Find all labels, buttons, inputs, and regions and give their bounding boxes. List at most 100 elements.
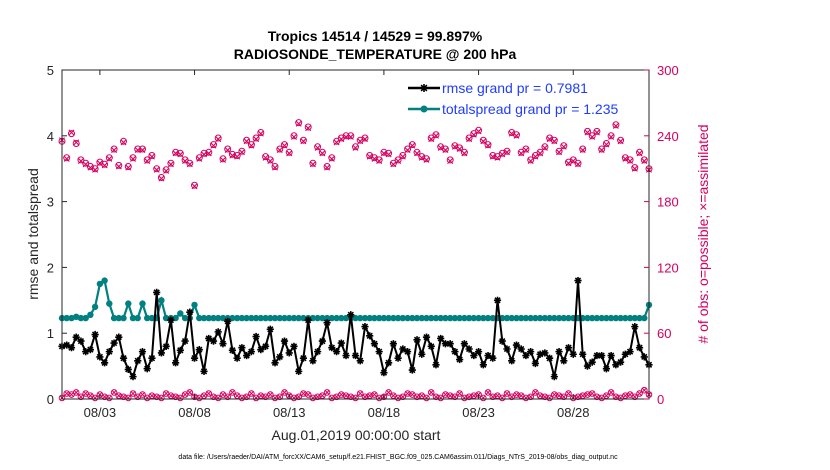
obs-low-point: [465, 393, 473, 401]
obs-low-point: [153, 393, 160, 401]
rmse-point: [385, 359, 393, 367]
obs-low-point: [423, 394, 430, 402]
obs-low-assimilated-point: [225, 394, 231, 400]
obs-low-assimilated-point: [319, 393, 325, 399]
rmse-point: [86, 346, 95, 354]
obs-possible-point: [584, 127, 591, 135]
y-left-tick-label: 4: [47, 129, 54, 144]
obs-low-assimilated-point: [248, 390, 254, 397]
y-left-tick-label: 1: [47, 326, 54, 341]
rmse-point: [631, 323, 639, 331]
totalspread-point: [451, 314, 459, 322]
x-tick-label: 08/03: [84, 405, 117, 420]
obs-low-assimilated-point: [409, 392, 415, 398]
y-left-tick-label: 2: [47, 260, 54, 275]
obs-low-assimilated-point: [641, 387, 647, 393]
obs-low-point: [276, 393, 284, 401]
obs-low-assimilated-point: [400, 394, 406, 400]
obs-assimilated-point: [130, 155, 136, 162]
obs-low-point: [243, 393, 250, 401]
obs-assimilated-point: [153, 166, 160, 173]
rmse-point: [583, 362, 592, 370]
obs-low-point: [551, 391, 558, 398]
legend-rmse-asterisk: [420, 84, 428, 92]
obs-assimilated-point: [196, 155, 203, 162]
obs-possible-point: [276, 145, 284, 153]
obs-assimilated-point: [603, 141, 610, 148]
obs-assimilated-point: [73, 139, 80, 146]
obs-possible-point: [124, 163, 132, 170]
rmse-point: [67, 344, 76, 352]
obs-low-point: [484, 389, 492, 396]
rmse-point: [446, 340, 454, 348]
obs-possible-point: [593, 127, 601, 135]
obs-low-point: [101, 393, 108, 401]
rmse-point: [186, 308, 194, 316]
rmse-point: [309, 357, 317, 365]
obs-low-point: [546, 394, 553, 402]
obs-possible-point: [413, 148, 421, 156]
totalspread-point: [508, 314, 515, 322]
obs-low-assimilated-point: [386, 389, 392, 395]
totalspread-point: [546, 314, 553, 322]
obs-assimilated-point: [617, 138, 624, 145]
obs-assimilated-point: [106, 155, 113, 162]
obs-possible-point: [479, 136, 487, 144]
obs-low-point: [248, 390, 255, 397]
obs-assimilated-point: [475, 128, 482, 135]
obs-low-assimilated-point: [580, 393, 586, 399]
obs-assimilated-point: [300, 138, 307, 145]
totalspread-point: [129, 314, 137, 322]
totalspread-point: [181, 314, 189, 322]
obs-low-point: [347, 393, 355, 401]
totalspread-point: [144, 314, 151, 322]
totalspread-point: [210, 314, 217, 322]
rmse-point: [176, 346, 184, 354]
obs-low-assimilated-point: [565, 390, 572, 397]
obs-assimilated-point: [286, 150, 293, 157]
obs-low-point: [214, 394, 222, 402]
obs-possible-point: [432, 131, 440, 139]
totalspread-point: [286, 314, 293, 322]
totalspread-point: [603, 314, 610, 322]
obs-possible-point: [285, 148, 293, 156]
obs-low-point: [352, 394, 359, 402]
obs-possible-point: [465, 134, 473, 142]
legend: rmse grand pr = 0.7981 totalspread grand…: [402, 78, 642, 120]
rmse-point: [105, 348, 113, 356]
rmse-point: [271, 359, 279, 367]
totalspread-point: [555, 314, 563, 322]
totalspread-point: [219, 314, 227, 322]
footnote: data file: /Users/raeder/DAI/ATM_forcXX/…: [178, 454, 618, 461]
obs-assimilated-point: [172, 150, 179, 157]
totalspread-point: [461, 314, 468, 322]
rmse-point: [351, 351, 360, 360]
obs-assimilated-point: [158, 175, 165, 182]
totalspread-point: [385, 314, 392, 322]
rmse-point: [531, 359, 539, 368]
rmse-point: [153, 288, 161, 297]
totalspread-point: [115, 314, 123, 322]
obs-assimilated-point: [219, 156, 226, 163]
obs-low-assimilated-point: [206, 390, 212, 397]
rmse-point: [441, 340, 450, 348]
obs-low-assimilated-point: [622, 393, 628, 399]
rmse-point: [474, 348, 483, 356]
chart-title-line2: RADIOSONDE_TEMPERATURE @ 200 hPa: [234, 46, 517, 62]
obs-possible-point: [110, 145, 118, 153]
obs-possible-point: [484, 141, 492, 149]
rmse-point: [394, 354, 402, 362]
rmse-point: [550, 373, 558, 381]
totalspread-point: [271, 314, 279, 322]
totalspread-point: [593, 314, 601, 322]
rmse-point: [328, 344, 336, 352]
rmse-point: [527, 348, 535, 356]
obs-assimilated-point: [234, 153, 241, 160]
obs-assimilated-point: [101, 162, 108, 169]
totalspread-point: [290, 314, 298, 322]
totalspread-point: [456, 314, 463, 322]
totalspread-point: [447, 314, 454, 322]
rmse-point: [247, 348, 255, 356]
rmse-point: [101, 359, 109, 367]
obs-low-point: [304, 391, 312, 398]
